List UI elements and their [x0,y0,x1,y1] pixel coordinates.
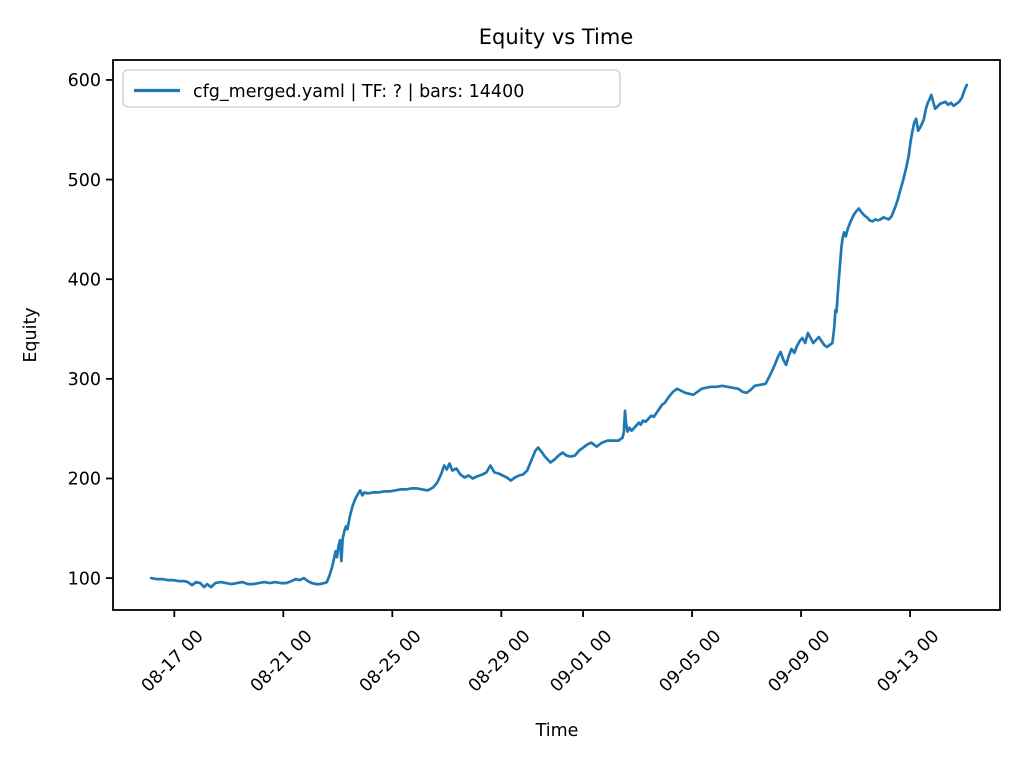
y-tick-label: 600 [68,71,101,91]
x-tick-label: 08-21 00 [247,627,317,697]
x-axis-label: Time [535,721,579,741]
y-tick-label: 100 [68,569,101,589]
y-tick-label: 500 [68,171,101,191]
y-tick-label: 200 [68,470,101,490]
x-tick-label: 09-13 00 [874,627,944,697]
y-tick-label: 300 [68,370,101,390]
x-tick-label: 09-09 00 [765,627,835,697]
legend-entry-label: cfg_merged.yaml | TF: ? | bars: 14400 [193,82,524,102]
y-tick-label: 400 [68,270,101,290]
x-tick-label: 08-17 00 [138,627,208,697]
legend-box [122,69,621,108]
chart-title: Equity vs Time [479,25,634,49]
equity-series-line [149,83,969,589]
plot-area: 100 200 300 400 500 600 08-17 00 08-21 00 08-25 … [68,59,1001,697]
y-axis-label: Equity [21,307,41,362]
axes-frame [112,59,1001,611]
x-tick-label: 08-25 00 [356,627,426,697]
x-tick-label: 08-29 00 [465,627,535,697]
legend: cfg_merged.yaml | TF: ? | bars: 14400 [122,69,621,108]
x-tick-label: 09-05 00 [656,627,726,697]
x-tick-label: 09-01 00 [547,627,617,697]
